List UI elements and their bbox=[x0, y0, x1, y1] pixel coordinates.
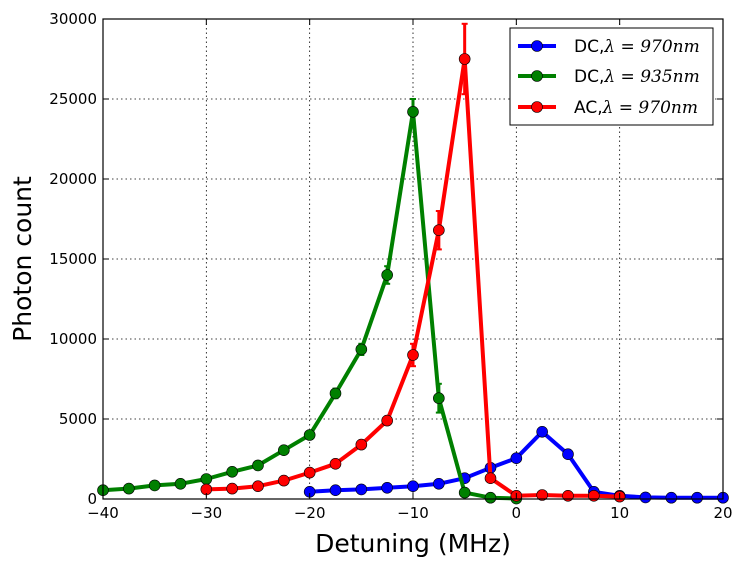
legend-label-ac-970: AC, bbox=[574, 98, 603, 118]
svg-text:DC,λ = 935nm: DC,λ = 935nm bbox=[574, 67, 700, 87]
series-layer bbox=[97, 22, 729, 505]
x-tick-label: −20 bbox=[294, 504, 326, 522]
data-point bbox=[381, 481, 393, 494]
data-point bbox=[226, 465, 238, 478]
legend-label-dc-935: DC, bbox=[574, 67, 604, 87]
legend-marker-ac-970 bbox=[531, 101, 543, 113]
data-point bbox=[639, 491, 652, 504]
axis-ticks: −40 −30 −20 −10 0 10 20 0 5000 10000 15000 20000 250… bbox=[49, 10, 732, 522]
data-point bbox=[691, 491, 703, 504]
data-point bbox=[381, 269, 393, 281]
data-point bbox=[303, 429, 316, 441]
series-1 bbox=[97, 98, 523, 505]
data-point bbox=[226, 482, 238, 495]
data-point bbox=[355, 343, 368, 356]
data-point bbox=[458, 486, 471, 499]
data-point bbox=[123, 482, 135, 495]
data-point bbox=[407, 480, 419, 493]
legend-label-dc-970: DC, bbox=[574, 37, 604, 57]
data-point bbox=[433, 477, 445, 490]
legend-entry-ac-970: AC,λ = 970nm bbox=[518, 98, 698, 118]
x-tick-label: −40 bbox=[87, 504, 119, 522]
data-point bbox=[433, 224, 445, 236]
data-point bbox=[355, 438, 368, 451]
data-point bbox=[200, 473, 213, 485]
y-tick-label: 30000 bbox=[49, 10, 97, 28]
data-point bbox=[458, 53, 471, 65]
legend-marker-dc-935 bbox=[531, 70, 543, 82]
x-axis-label: Detuning (MHz) bbox=[315, 529, 511, 558]
series-2 bbox=[200, 22, 626, 503]
grid bbox=[103, 19, 723, 499]
legend-entry-dc-935: DC,λ = 935nm bbox=[518, 67, 700, 87]
legend-marker-dc-970 bbox=[531, 40, 543, 52]
data-point bbox=[536, 489, 548, 501]
y-tick-label: 25000 bbox=[49, 90, 97, 108]
y-tick-label: 5000 bbox=[59, 410, 97, 428]
data-point bbox=[329, 457, 342, 470]
y-axis-label: Photon count bbox=[8, 176, 37, 342]
data-point bbox=[252, 480, 264, 493]
x-tick-label: 0 bbox=[512, 504, 522, 522]
data-point bbox=[278, 474, 290, 487]
data-point bbox=[329, 484, 342, 497]
data-point bbox=[562, 448, 574, 461]
data-point bbox=[355, 483, 368, 496]
data-point bbox=[484, 472, 497, 485]
y-tick-label: 15000 bbox=[49, 250, 97, 268]
legend-math-dc-935: λ = 935nm bbox=[603, 67, 699, 87]
data-point bbox=[329, 387, 342, 400]
data-point bbox=[252, 459, 264, 472]
data-point bbox=[148, 479, 161, 492]
svg-text:DC,λ = 970nm: DC,λ = 970nm bbox=[574, 37, 700, 57]
legend-math-dc-970: λ = 970nm bbox=[603, 37, 699, 57]
x-tick-label: 20 bbox=[713, 504, 732, 522]
data-point bbox=[174, 477, 187, 490]
data-point bbox=[536, 425, 548, 438]
data-point bbox=[562, 489, 574, 502]
x-tick-label: 10 bbox=[610, 504, 629, 522]
x-tick-label: −10 bbox=[397, 504, 429, 522]
y-tick-label: 10000 bbox=[49, 330, 97, 348]
y-tick-label: 0 bbox=[87, 490, 97, 508]
data-point bbox=[665, 491, 678, 504]
data-point bbox=[278, 444, 290, 457]
data-point bbox=[588, 489, 600, 502]
data-point bbox=[484, 491, 497, 504]
data-point bbox=[381, 414, 393, 427]
legend: DC,λ = 970nm DC,λ = 935nm AC,λ = 970nm bbox=[509, 27, 714, 126]
legend-entry-dc-970: DC,λ = 970nm bbox=[518, 37, 700, 57]
y-tick-label: 20000 bbox=[49, 170, 97, 188]
data-point bbox=[433, 392, 445, 405]
data-point bbox=[510, 452, 523, 465]
series-0 bbox=[303, 425, 729, 504]
data-point bbox=[407, 349, 419, 361]
x-tick-label: −30 bbox=[191, 504, 223, 522]
data-point bbox=[407, 106, 419, 118]
legend-math-ac-970: λ = 970nm bbox=[602, 98, 698, 118]
svg-text:AC,λ = 970nm: AC,λ = 970nm bbox=[574, 98, 698, 118]
data-point bbox=[303, 466, 316, 479]
